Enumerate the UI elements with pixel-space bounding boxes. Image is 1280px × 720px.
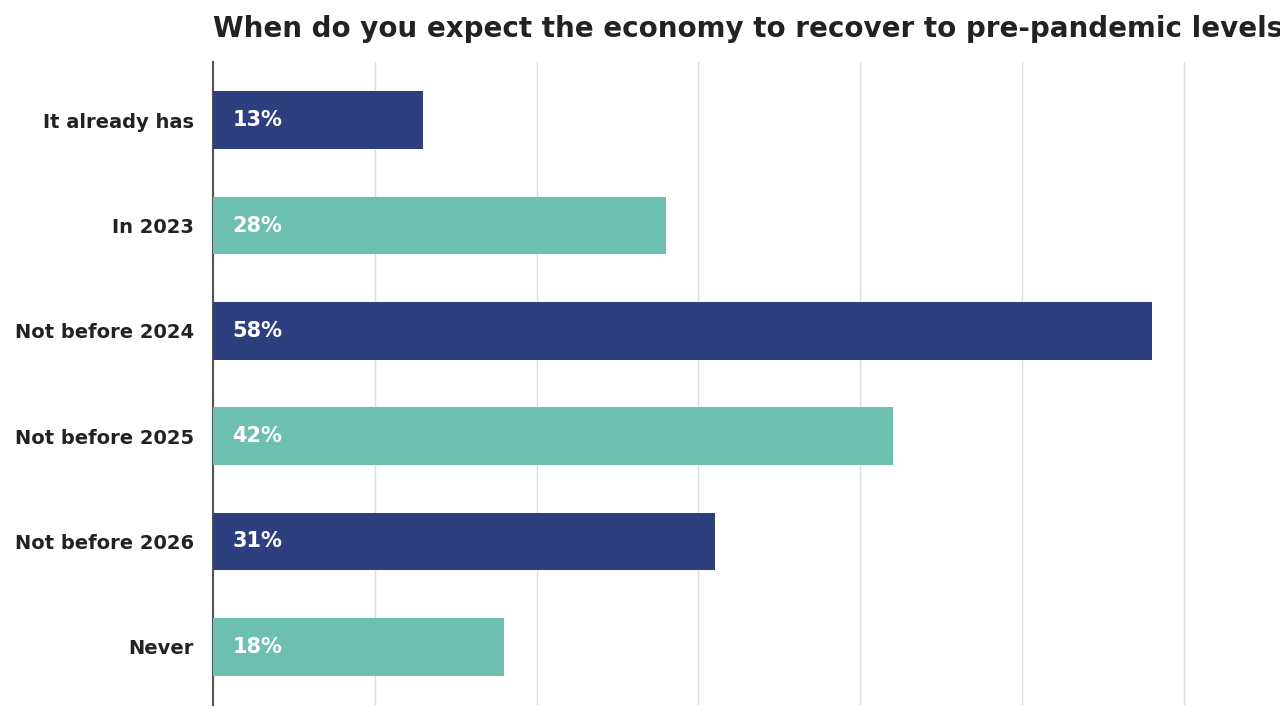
Bar [212,408,892,465]
Bar [212,91,424,149]
Bar [212,618,504,676]
Text: 42%: 42% [232,426,282,446]
Text: 58%: 58% [232,321,283,341]
Bar [212,513,714,570]
Text: 31%: 31% [232,531,282,552]
Text: When do you expect the economy to recover to pre-pandemic levels?: When do you expect the economy to recove… [212,15,1280,43]
Bar [212,302,1152,360]
Bar [212,197,666,254]
Text: 28%: 28% [232,215,282,235]
Text: 18%: 18% [232,636,282,657]
Text: 13%: 13% [232,110,282,130]
